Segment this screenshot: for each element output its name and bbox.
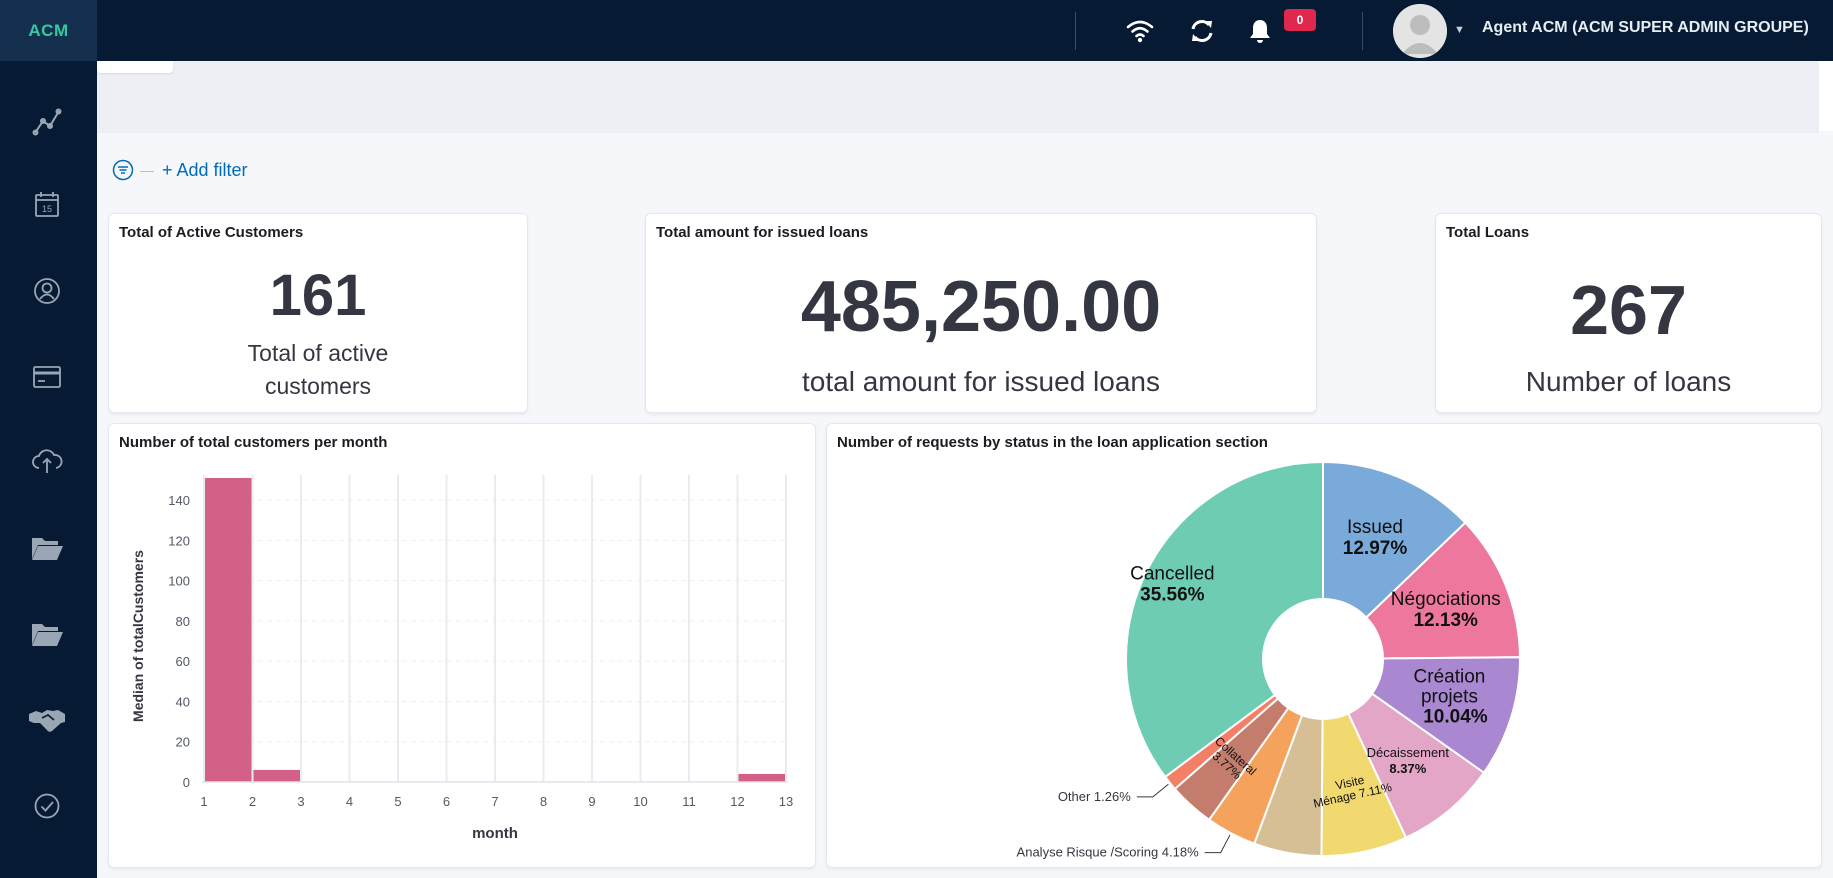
filter-icon[interactable] [112, 159, 134, 181]
sidebar [0, 61, 97, 878]
filter-separator: — [140, 162, 154, 178]
customer-icon[interactable] [24, 268, 70, 314]
metric-panel-total-loans: Total Loans 267 Number of loans [1435, 213, 1822, 413]
panel-title: Total amount for issued loans [656, 224, 869, 241]
metric-label: Number of loans [1525, 366, 1732, 397]
bar [738, 773, 785, 782]
cloud-upload-icon[interactable] [24, 438, 70, 484]
x-tick-label: 3 [297, 794, 304, 809]
metric-label: Total of active [247, 340, 389, 366]
y-tick-label: 80 [176, 614, 190, 629]
x-tick-label: 2 [249, 794, 256, 809]
y-tick-label: 0 [183, 775, 190, 790]
chevron-down-icon[interactable]: ▼ [1454, 24, 1465, 36]
panel-title: Total of Active Customers [119, 224, 304, 241]
navbar-divider [1075, 12, 1076, 50]
bell-icon[interactable] [1243, 14, 1277, 48]
bar [253, 769, 300, 782]
pie-label: Issued [1347, 517, 1403, 538]
metric-panel-issued-amount: Total amount for issued loans 485,250.00… [645, 213, 1317, 413]
x-tick-label: 11 [682, 794, 696, 809]
pie-slice [1370, 656, 1521, 775]
metric-label: total amount for issued loans [802, 366, 1160, 397]
y-axis-title: Median of totalCustomers [130, 550, 146, 722]
folder-open-icon[interactable] [24, 611, 70, 657]
x-tick-label: 1 [200, 794, 207, 809]
panel-title: Number of requests by status in the loan… [837, 434, 1268, 451]
pie-value: 10.04% [1423, 707, 1488, 728]
metric-panel-active-customers: Total of Active Customers 161 Total of a… [108, 213, 528, 413]
top-navbar [0, 0, 1833, 61]
x-axis-title: month [472, 825, 518, 842]
x-tick-label: 8 [540, 794, 547, 809]
pie-label: Analyse Risque /Scoring 4.18% [1017, 845, 1200, 860]
x-tick-label: 10 [633, 794, 647, 809]
bar [205, 477, 252, 782]
scrollbar[interactable] [1819, 61, 1833, 131]
add-filter-button[interactable]: + Add filter [162, 159, 248, 180]
pie-label: Other 1.26% [1058, 789, 1131, 804]
x-tick-label: 13 [779, 794, 793, 809]
metric-value: 161 [269, 263, 367, 328]
pie-label: Création [1414, 667, 1486, 688]
y-tick-label: 140 [168, 493, 190, 508]
y-tick-label: 100 [168, 574, 190, 589]
notification-badge[interactable]: 0 [1284, 9, 1316, 31]
x-tick-label: 4 [346, 794, 353, 809]
pie-value: 12.97% [1343, 538, 1408, 559]
pie-label: projets [1421, 687, 1478, 708]
pie-label: Cancelled [1130, 564, 1215, 585]
y-tick-label: 120 [168, 533, 190, 548]
x-tick-label: 6 [443, 794, 450, 809]
metric-label: customers [264, 373, 372, 399]
calendar-day: 15 [42, 204, 52, 214]
check-circle-icon[interactable] [24, 783, 70, 829]
x-tick-label: 7 [491, 794, 498, 809]
tab-stub[interactable] [97, 61, 173, 73]
panel-title: Total Loans [1446, 224, 1530, 241]
folder-open-icon[interactable] [24, 525, 70, 571]
metric-value: 485,250.00 [800, 267, 1162, 347]
refresh-icon[interactable] [1185, 14, 1219, 48]
y-tick-label: 60 [176, 654, 190, 669]
pie-label: Visite [1334, 773, 1366, 793]
leader-line [1136, 783, 1169, 798]
bar-chart: 1 2 3 4 5 6 7 8 9 10 11 12 13020406080100120140month… [130, 475, 793, 842]
card-icon[interactable] [24, 354, 70, 400]
pie-label: Décaissement [1367, 745, 1450, 760]
x-tick-label: 9 [588, 794, 595, 809]
pie-slice [1364, 521, 1522, 660]
avatar[interactable] [1393, 4, 1447, 58]
calendar-icon[interactable]: 15 [24, 182, 70, 228]
pie-label: Négociations [1391, 589, 1501, 610]
y-tick-label: 20 [176, 735, 190, 750]
filter-bar: — + Add filter [112, 158, 248, 182]
x-tick-label: 12 [730, 794, 744, 809]
x-tick-label: 5 [394, 794, 401, 809]
brand-logo[interactable]: ACM [0, 0, 97, 61]
handshake-icon[interactable] [24, 697, 70, 743]
pie-slice [1322, 460, 1467, 619]
wifi-icon[interactable] [1123, 14, 1157, 48]
pie-slice [1125, 460, 1324, 779]
y-tick-label: 40 [176, 694, 190, 709]
user-name[interactable]: Agent ACM (ACM SUPER ADMIN GROUPE) [1482, 19, 1809, 36]
pie-value: 12.13% [1413, 610, 1478, 631]
toolbar-band [97, 61, 1819, 133]
navbar-divider [1362, 12, 1363, 50]
panel-title: Number of total customers per month [119, 434, 388, 451]
metric-value: 267 [1570, 271, 1687, 349]
leader-line [1204, 834, 1231, 854]
pie-value: 35.56% [1140, 585, 1205, 606]
analytics-icon[interactable] [24, 98, 70, 144]
pie-value: 8.37% [1389, 761, 1426, 776]
